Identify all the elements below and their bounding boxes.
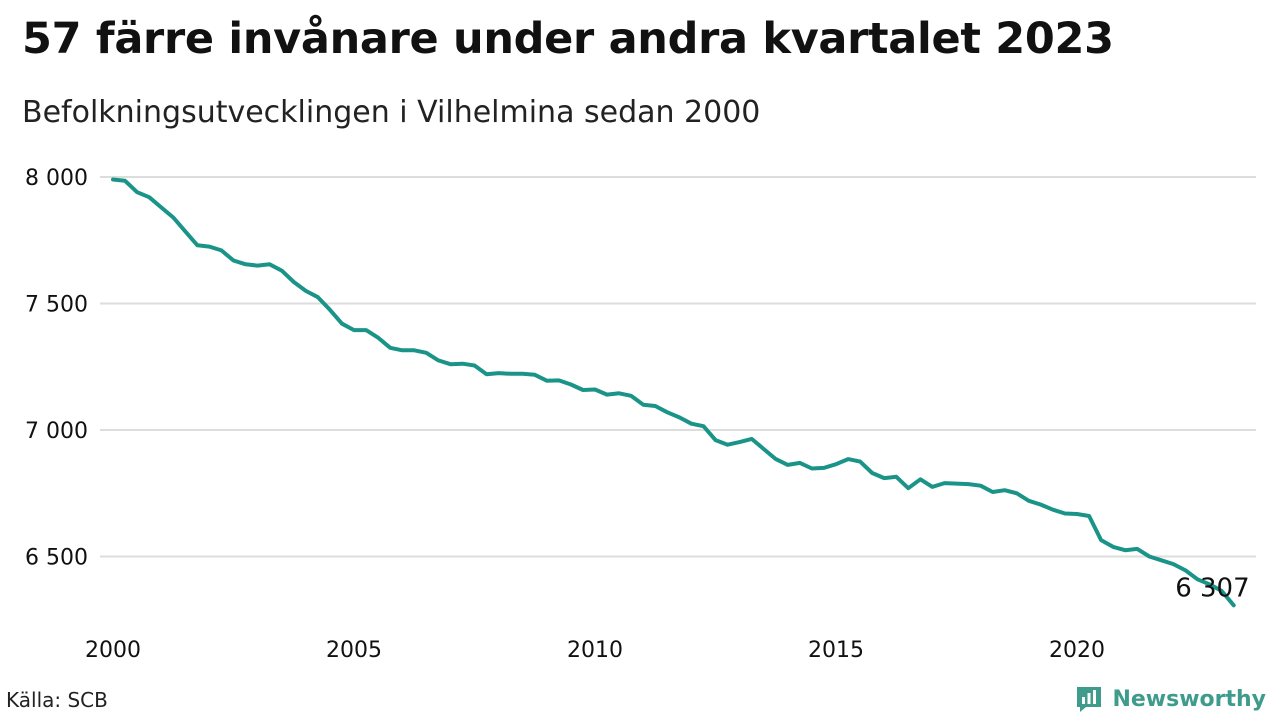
line-chart: 6 500 7 000 7 500 8 000 2000 2005 2010 2015 2020… (25, 166, 1256, 663)
x-tick-label: 2000 (85, 638, 141, 663)
x-tick-label: 2015 (808, 638, 864, 663)
brand-name: Newsworthy (1112, 686, 1266, 712)
y-tick-label: 8 000 (25, 166, 88, 191)
y-tick-label: 7 500 (25, 293, 88, 318)
y-tick-label: 7 000 (25, 419, 88, 444)
y-tick-label: 6 500 (25, 546, 88, 571)
newsworthy-logo-icon (1077, 687, 1102, 712)
x-tick-label: 2005 (326, 638, 382, 663)
end-value-label: 6 307 (1175, 573, 1249, 603)
x-tick-label: 2010 (567, 638, 623, 663)
series-line (111, 177, 1236, 608)
brand-logo[interactable]: Newsworthy (1074, 684, 1266, 714)
chart-subtitle: Befolkningsutvecklingen i Vilhelmina sed… (22, 95, 761, 130)
x-tick-label: 2020 (1049, 638, 1105, 663)
chart-title: 57 färre invånare under andra kvartalet … (22, 14, 1114, 64)
source-label: Källa: SCB (6, 688, 108, 712)
